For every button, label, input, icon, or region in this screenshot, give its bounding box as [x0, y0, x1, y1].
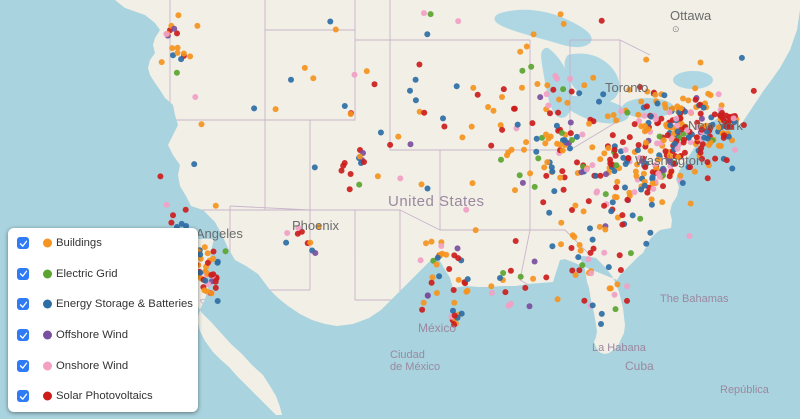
svg-text:Washington: Washington — [635, 153, 703, 168]
svg-text:Ciudad: Ciudad — [390, 349, 425, 361]
svg-text:La Habana: La Habana — [592, 342, 647, 354]
svg-text:Phoenix: Phoenix — [292, 218, 339, 233]
svg-text:Cuba: Cuba — [625, 359, 654, 373]
svg-text:United States: United States — [388, 193, 485, 210]
svg-text:The Bahamas: The Bahamas — [660, 293, 729, 305]
svg-text:República: República — [720, 384, 770, 396]
svg-text:New York: New York — [688, 118, 743, 133]
svg-text:Ottawa: Ottawa — [670, 8, 712, 23]
svg-text:de México: de México — [390, 361, 440, 373]
svg-text:Toronto: Toronto — [605, 80, 648, 95]
svg-text:México: México — [418, 321, 456, 335]
svg-text:⊙: ⊙ — [672, 24, 680, 34]
